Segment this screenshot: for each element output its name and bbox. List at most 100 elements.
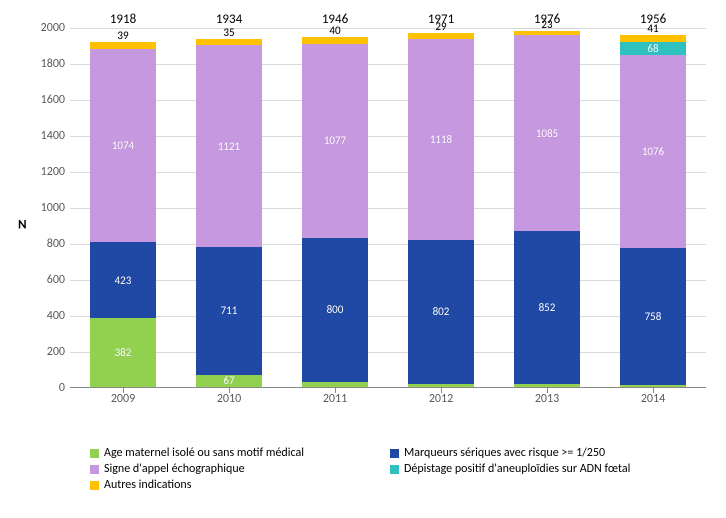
bar-segment-marqueurs: 423 — [90, 242, 156, 318]
bar-group: 382 423 1074 39 — [90, 27, 156, 387]
segment-value-label: 711 — [221, 304, 238, 317]
segment-value-label: 382 — [115, 346, 132, 359]
y-tick-label: 1000 — [10, 201, 65, 215]
segment-value-label: 802 — [433, 305, 450, 318]
bar-segment-autres: 39 — [90, 42, 156, 49]
legend-label: Age maternel isolé ou sans motif médical — [104, 446, 304, 460]
grid-line — [70, 352, 706, 353]
legend-item-dpni: Dépistage positif d'aneuploïdies sur ADN… — [390, 462, 670, 476]
legend-item-age: Age maternel isolé ou sans motif médical — [90, 446, 370, 460]
bar-segment-marqueurs: 852 — [514, 231, 580, 384]
plot-area: 3824231074396771111213529800107740168021… — [70, 28, 706, 388]
bar-segment-dpni: 68 — [620, 42, 686, 54]
segment-value-label: 1076 — [642, 145, 664, 158]
legend-label: Signe d'appel échographique — [104, 462, 245, 476]
bar-segment-autres: 40 — [302, 37, 368, 44]
bar-segment-age: 13 — [620, 385, 686, 387]
x-tick-mark — [547, 388, 548, 393]
x-tick-mark — [653, 388, 654, 393]
x-tick-label: 2013 — [535, 392, 559, 406]
bar-group: 16 852 108523 — [514, 27, 580, 387]
bar-group: 29 800 1077 40 — [302, 27, 368, 387]
bar-segment-autres: 23 — [514, 31, 580, 35]
x-tick-label: 2012 — [429, 392, 453, 406]
bar-total-label: 1956 — [640, 12, 666, 27]
y-tick-label: 1200 — [10, 165, 65, 179]
bar-group: 13 758 1076 6841 — [620, 27, 686, 387]
segment-value-label: 68 — [647, 42, 658, 55]
y-tick-label: 0 — [10, 381, 65, 395]
bar-segment-signe: 1118 — [408, 39, 474, 240]
grid-line — [70, 316, 706, 317]
bar-group: 16 802 1118 29 — [408, 27, 474, 387]
bar-segment-marqueurs: 800 — [302, 238, 368, 382]
grid-line — [70, 244, 706, 245]
bar-total-label: 1934 — [216, 12, 242, 27]
bar-segment-marqueurs: 802 — [408, 240, 474, 384]
y-axis-label: N — [18, 218, 27, 233]
x-tick-mark — [335, 388, 336, 393]
bar-segment-signe: 1077 — [302, 44, 368, 238]
bar-segment-age: 67 — [196, 375, 262, 387]
legend-swatch — [90, 465, 99, 474]
bar-total-label: 1946 — [322, 12, 348, 27]
bar-segment-signe: 1074 — [90, 49, 156, 242]
bar-segment-marqueurs: 758 — [620, 248, 686, 384]
y-tick-label: 1400 — [10, 129, 65, 143]
bar-segment-age: 16 — [514, 384, 580, 387]
x-tick-mark — [123, 388, 124, 393]
bar-segment-age: 29 — [302, 382, 368, 387]
bar-total-label: 1918 — [110, 12, 136, 27]
x-tick-mark — [229, 388, 230, 393]
y-tick-label: 1600 — [10, 93, 65, 107]
bar-total-label: 1971 — [428, 12, 454, 27]
y-tick-label: 200 — [10, 345, 65, 359]
legend: Age maternel isolé ou sans motif médical… — [90, 446, 710, 494]
bar-segment-signe: 1076 — [620, 55, 686, 249]
x-tick-label: 2010 — [217, 392, 241, 406]
legend-swatch — [90, 481, 99, 490]
bar-segment-marqueurs: 711 — [196, 247, 262, 375]
legend-swatch — [390, 449, 399, 458]
legend-swatch — [390, 465, 399, 474]
grid-line — [70, 100, 706, 101]
grid-line — [70, 28, 706, 29]
bar-segment-age: 16 — [408, 384, 474, 387]
grid-line — [70, 64, 706, 65]
legend-item-signe: Signe d'appel échographique — [90, 462, 370, 476]
y-tick-label: 400 — [10, 309, 65, 323]
segment-value-label: 758 — [645, 310, 662, 323]
x-tick-label: 2009 — [111, 392, 135, 406]
bar-segment-autres: 35 — [196, 39, 262, 45]
grid-line — [70, 172, 706, 173]
y-tick-label: 1800 — [10, 57, 65, 71]
y-tick-label: 600 — [10, 273, 65, 287]
bar-group: 67 711 1121 35 — [196, 27, 262, 387]
x-tick-mark — [441, 388, 442, 393]
legend-label: Dépistage positif d'aneuploïdies sur ADN… — [404, 462, 630, 476]
bar-total-label: 1976 — [534, 12, 560, 27]
legend-label: Autres indications — [104, 478, 191, 492]
bar-segment-signe: 1121 — [196, 45, 262, 247]
bar-segment-autres: 41 — [620, 35, 686, 42]
stacked-bar-chart: N 382 423 1074 39 67 711 1121 35 29 800 1077 40 16 80… — [10, 10, 716, 440]
grid-line — [70, 136, 706, 137]
segment-value-label: 39 — [90, 29, 156, 42]
legend-item-marqueurs: Marqueurs sériques avec risque >= 1/250 — [390, 446, 670, 460]
grid-line — [70, 208, 706, 209]
bar-segment-autres: 29 — [408, 33, 474, 38]
legend-label: Marqueurs sériques avec risque >= 1/250 — [404, 446, 605, 460]
x-tick-label: 2011 — [323, 392, 347, 406]
segment-value-label: 800 — [327, 303, 344, 316]
segment-value-label: 1074 — [112, 139, 134, 152]
segment-value-label: 1077 — [324, 134, 346, 147]
x-tick-label: 2014 — [641, 392, 665, 406]
segment-value-label: 1121 — [218, 140, 240, 153]
segment-value-label: 852 — [539, 301, 556, 314]
segment-value-label: 423 — [115, 274, 132, 287]
bar-segment-age: 382 — [90, 318, 156, 387]
segment-value-label: 1118 — [430, 133, 452, 146]
segment-value-label: 35 — [196, 26, 262, 39]
segment-value-label: 67 — [223, 374, 234, 387]
bar-segment-signe: 1085 — [514, 35, 580, 230]
